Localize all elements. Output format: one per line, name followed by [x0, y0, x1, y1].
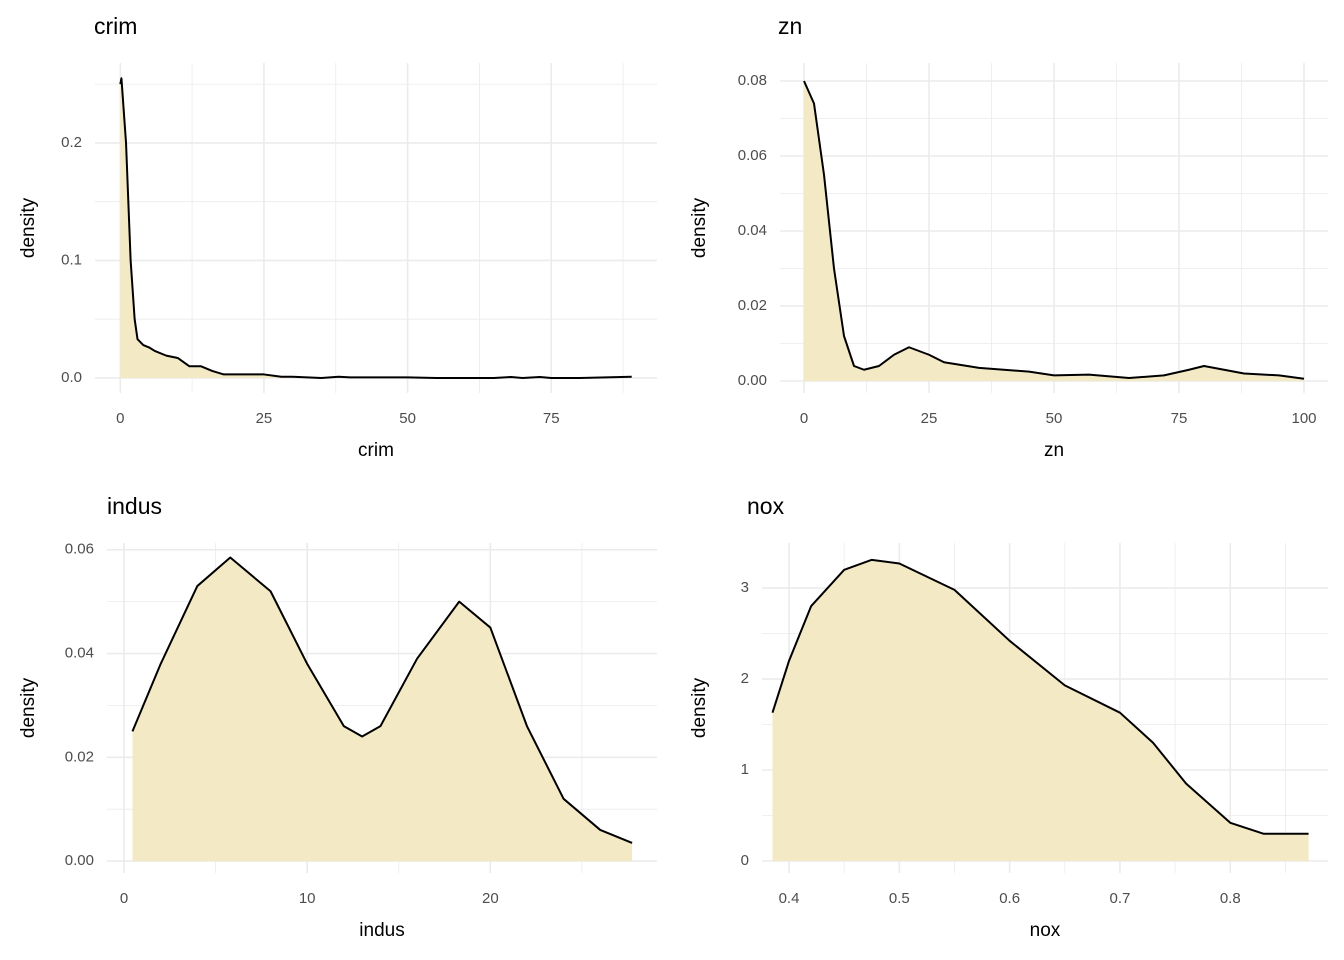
x-tick-label: 0 [120, 890, 128, 907]
y-tick-label: 0.1 [61, 251, 82, 268]
x-axis-label: indus [359, 920, 404, 941]
y-tick-label: 1 [741, 761, 749, 778]
density-line [119, 77, 632, 379]
x-tick-label: 100 [1291, 410, 1316, 427]
density-area [132, 557, 633, 862]
y-tick-label: 3 [741, 579, 749, 596]
x-tick-label: 0.5 [889, 890, 910, 907]
x-axis-label: crim [358, 440, 394, 461]
density-line [771, 558, 1309, 835]
x-tick-label: 0.4 [779, 890, 800, 907]
y-tick-label: 0.04 [738, 222, 767, 239]
x-axis-label: zn [1044, 440, 1064, 461]
density-area [120, 78, 632, 378]
y-axis-label: density [18, 677, 39, 738]
y-tick-label: 2 [741, 670, 749, 687]
y-tick-label: 0.02 [65, 748, 94, 765]
y-tick-label: 0.06 [738, 147, 767, 164]
y-axis-label: density [18, 197, 39, 258]
x-tick-label: 50 [1046, 410, 1063, 427]
x-tick-label: 25 [921, 410, 938, 427]
chart-title: zn [778, 13, 802, 39]
y-axis-label: density [689, 677, 710, 738]
x-tick-label: 0.6 [999, 890, 1020, 907]
y-axis-label: density [689, 197, 710, 258]
y-tick-label: 0.0 [61, 369, 82, 386]
x-tick-label: 0 [116, 410, 124, 427]
y-tick-label: 0 [741, 852, 749, 869]
x-tick-label: 25 [256, 410, 273, 427]
y-tick-label: 0.00 [65, 852, 94, 869]
y-tick-label: 0.02 [738, 297, 767, 314]
x-tick-label: 10 [299, 890, 316, 907]
x-tick-label: 20 [482, 890, 499, 907]
x-tick-label: 75 [1171, 410, 1188, 427]
density-line [803, 80, 1305, 380]
density-line [131, 556, 633, 844]
chart-title: nox [747, 493, 785, 519]
y-tick-label: 0.08 [738, 72, 767, 89]
y-tick-label: 0.06 [65, 541, 94, 558]
y-tick-label: 0.04 [65, 644, 94, 661]
chart-title: crim [94, 13, 137, 39]
x-tick-label: 0 [800, 410, 808, 427]
y-tick-label: 0.00 [738, 372, 767, 389]
x-tick-label: 0.8 [1220, 890, 1241, 907]
x-tick-label: 75 [543, 410, 560, 427]
x-tick-label: 50 [399, 410, 416, 427]
chart-title: indus [107, 493, 162, 519]
x-axis-label: nox [1030, 920, 1061, 941]
y-tick-label: 0.2 [61, 134, 82, 151]
x-tick-label: 0.7 [1110, 890, 1131, 907]
density-area [772, 559, 1309, 861]
